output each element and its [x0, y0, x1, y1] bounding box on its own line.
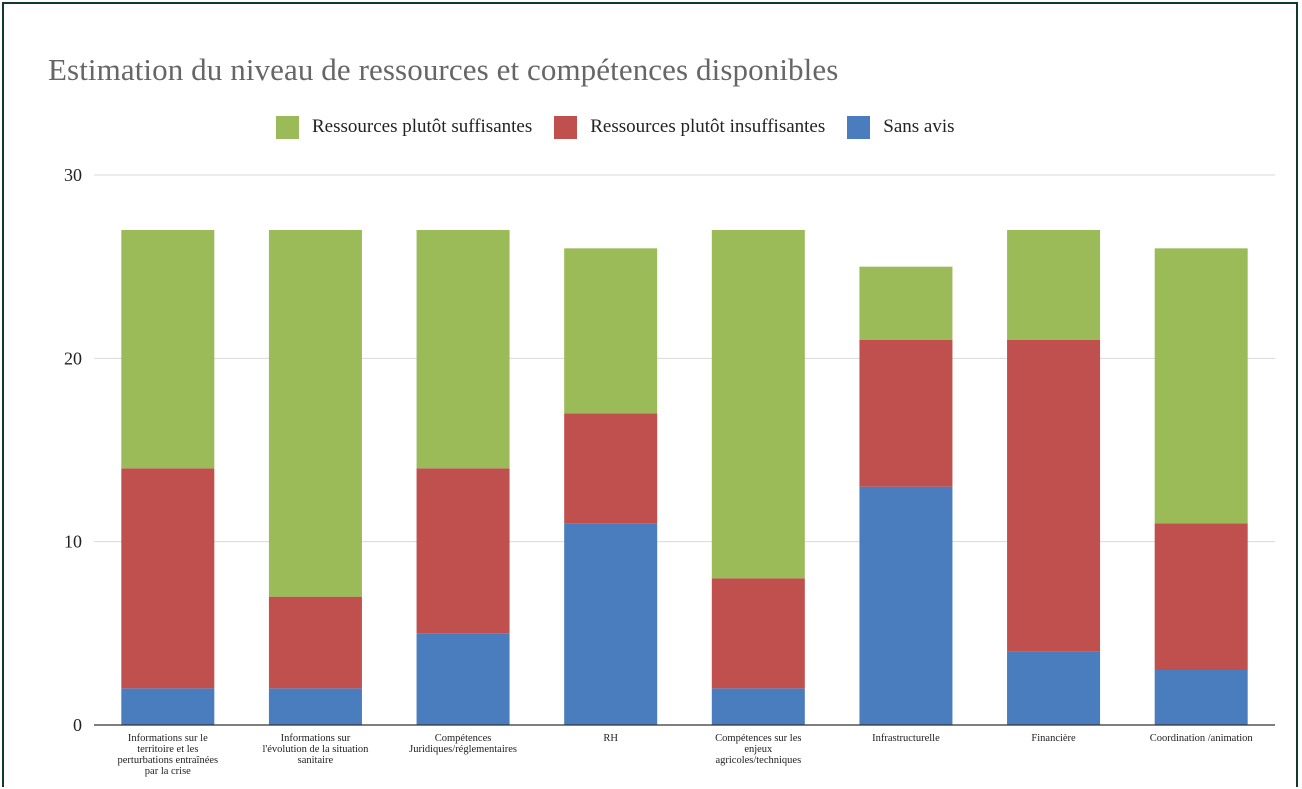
bar-segment-cat2-series1	[268, 688, 362, 725]
bar-segment-cat1-series2	[121, 468, 215, 689]
legend-swatch-suffisantes	[276, 115, 299, 139]
bar-segment-cat7-series3	[1007, 230, 1101, 340]
bar-segment-cat4-series2	[564, 413, 658, 524]
bar-segment-cat2-series3	[268, 230, 362, 597]
legend-item-sans-avis: Sans avis	[847, 115, 955, 139]
y-tick-label-0: 0	[73, 715, 82, 735]
legend-swatch-sans-avis	[847, 115, 871, 139]
legend-item-suffisantes: Ressources plutôt suffisantes	[276, 115, 533, 139]
legend-label-suffisantes: Ressources plutôt suffisantes	[312, 116, 533, 137]
y-tick-label-20: 20	[64, 348, 82, 368]
y-tick-label-30: 30	[64, 165, 82, 185]
bar-segment-cat3-series3	[416, 230, 510, 469]
bar-segment-cat6-series2	[859, 340, 953, 487]
x-category-label-7: Financière	[1031, 733, 1076, 744]
legend-item-insuffisantes: Ressources plutôt insuffisantes	[554, 115, 826, 139]
bars	[121, 230, 1248, 725]
bar-segment-cat8-series1	[1154, 670, 1248, 725]
bar-segment-cat5-series1	[711, 688, 805, 725]
bar-segment-cat4-series3	[564, 248, 658, 414]
bar-segment-cat3-series2	[416, 468, 510, 634]
x-category-label-1: Informations sur le territoire et les pert…	[118, 733, 219, 777]
x-category-label-2: Informations sur l'évolution de la situat…	[262, 733, 369, 766]
bar-segment-cat7-series1	[1007, 651, 1101, 725]
bar-segment-cat1-series3	[121, 230, 215, 469]
bar-segment-cat2-series2	[268, 596, 362, 689]
legend-label-insuffisantes: Ressources plutôt insuffisantes	[590, 116, 826, 137]
bar-segment-cat8-series2	[1154, 523, 1248, 670]
legend-label-sans-avis: Sans avis	[883, 116, 955, 137]
bar-segment-cat5-series2	[711, 578, 805, 689]
bar-segment-cat1-series1	[121, 688, 215, 725]
y-axis-ticks: 0 10 20 30	[64, 165, 82, 735]
y-tick-label-10: 10	[64, 532, 82, 552]
x-axis-category-labels: Informations sur le territoire et les pert…	[118, 733, 1254, 777]
bar-segment-cat8-series3	[1154, 248, 1248, 524]
x-category-label-4: RH	[603, 733, 618, 744]
bar-segment-cat5-series3	[711, 230, 805, 579]
bar-segment-cat3-series1	[416, 633, 510, 725]
x-category-label-3: Compétences Juridiques/réglementaires	[409, 733, 517, 755]
bar-segment-cat6-series1	[859, 486, 953, 725]
x-category-label-5: Compétences sur les enjeux agricoles/techn…	[715, 733, 801, 766]
x-category-label-6: Infrastructurelle	[872, 733, 940, 744]
bar-segment-cat7-series2	[1007, 340, 1101, 652]
chart-title: Estimation du niveau de ressources et co…	[48, 52, 839, 87]
x-category-label-8: Coordination /animation	[1150, 733, 1254, 744]
bar-segment-cat6-series3	[859, 266, 953, 340]
bar-segment-cat4-series1	[564, 523, 658, 725]
chart-legend: Ressources plutôt suffisantes Ressources…	[276, 112, 977, 142]
legend-swatch-insuffisantes	[554, 115, 578, 139]
